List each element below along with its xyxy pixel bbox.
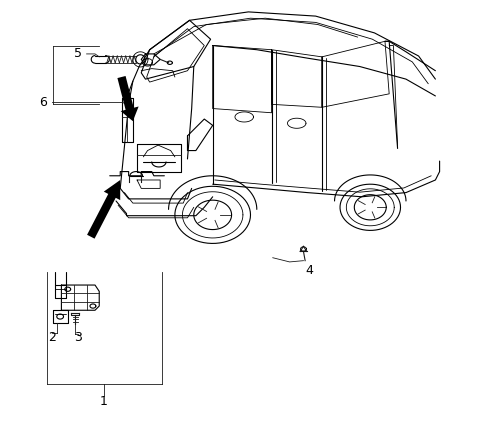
Polygon shape: [87, 180, 120, 239]
Text: 6: 6: [39, 96, 47, 109]
Text: 1: 1: [99, 395, 108, 408]
Text: 4: 4: [305, 264, 313, 277]
Polygon shape: [118, 76, 139, 121]
Text: 2: 2: [48, 331, 56, 344]
Text: 3: 3: [74, 331, 82, 344]
Text: 5: 5: [74, 47, 82, 60]
